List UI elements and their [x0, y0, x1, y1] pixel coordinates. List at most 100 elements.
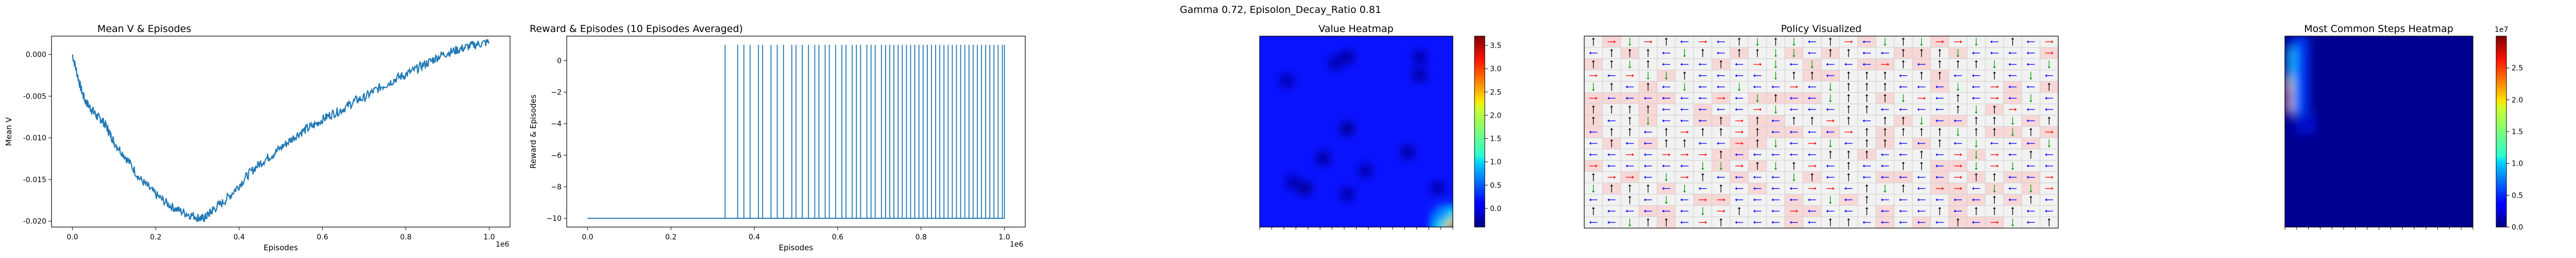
policy-arrow-head [1683, 191, 1686, 193]
policy-arrow-head [1644, 131, 1646, 134]
policy-arrow-head [1847, 218, 1851, 220]
policy-arrow-head [1972, 96, 1974, 100]
policy-arrow-head [1810, 117, 1814, 119]
policy-arrow-head [1665, 38, 1668, 40]
policy-arrow-head [1883, 128, 1887, 130]
mean-v-xtick-label: 0.0 [66, 233, 78, 241]
policy-arrow-head [1632, 153, 1634, 156]
policy-arrow-head [2011, 123, 2014, 125]
mean-v-x-ticks: 0.0 0.2 0.4 0.6 0.8 1.0 [66, 227, 495, 241]
policy-arrow-head [1993, 67, 1996, 69]
policy-arrow-head [1899, 221, 1901, 224]
reward-xtick-label: 0.2 [665, 233, 676, 241]
policy-arrow-head [1844, 209, 1846, 213]
policy-arrow-head [1883, 139, 1887, 141]
policy-arrow-head [2051, 131, 2053, 134]
policy-arrow-head [1996, 153, 1998, 156]
policy-arrow-head [1589, 51, 1591, 55]
policy-arrow-head [1993, 207, 1996, 209]
policy-arrow-head [1960, 153, 1962, 156]
policy-arrow-head [1972, 198, 1974, 202]
policy-arrow-head [1938, 139, 1941, 141]
policy-arrow-head [1771, 187, 1773, 190]
value-heatmap-colorbar-label: 3.5 [1490, 42, 1501, 50]
policy-arrow-head [1960, 164, 1962, 168]
chart-value-heatmap: Value Heatmap 0.0 0.5 1.0 1.5 2.0 2.5 3.0 3.5 [1259, 23, 1501, 230]
mean-v-xlabel: Episodes [264, 243, 298, 252]
policy-arrow-head [1902, 117, 1905, 119]
policy-arrow-head [1665, 78, 1668, 80]
reward-xtick-label: 0.4 [749, 233, 760, 241]
policy-arrow-head [1902, 60, 1905, 62]
policy-arrow-head [2027, 62, 2029, 66]
policy-arrow-head [1814, 141, 1816, 145]
policy-arrow-head [1607, 119, 1609, 123]
policy-arrow-head [2008, 74, 2010, 77]
policy-arrow-head [1920, 49, 1923, 51]
policy-arrow-head [1589, 153, 1591, 156]
policy-arrow-head [2008, 62, 2010, 66]
policy-arrow-head [1662, 51, 1664, 55]
policy-arrow-head [2027, 119, 2029, 123]
policy-arrow-head [1865, 207, 1869, 209]
policy-arrow-head [1756, 44, 1759, 46]
policy-arrow-head [1756, 49, 1759, 51]
chart-mean-v: Mean V & Episodes 0.0 0.2 0.4 0.6 0.8 1.0 0.0… [4, 23, 511, 252]
policy-arrow-head [1956, 134, 1960, 136]
policy-arrow-head [1790, 153, 1792, 156]
policy-arrow-head [1810, 173, 1814, 175]
steps-heatmap-colorbar-label: 2.5 [2512, 64, 2523, 73]
policy-arrow-head [1680, 221, 1682, 224]
policy-arrow-head [1790, 187, 1792, 190]
value-heatmap-background [1260, 36, 1453, 227]
policy-arrow-head [1972, 51, 1974, 55]
policy-arrow-head [1942, 187, 1944, 190]
reward-xtick-label: 0.8 [916, 233, 927, 241]
policy-arrow-head [1589, 141, 1591, 145]
policy-arrow-head [2047, 218, 2051, 220]
steps-heatmap-colorbar [2496, 36, 2507, 228]
value-heatmap-cell [1359, 164, 1372, 177]
policy-arrow-head [1705, 40, 1707, 43]
policy-arrow-head [1920, 44, 1923, 46]
policy-arrow-head [1956, 60, 1960, 62]
policy-arrow-head [1646, 60, 1650, 62]
policy-arrow-head [1862, 164, 1865, 168]
policy-arrow-head [1862, 119, 1865, 123]
policy-arrow-head [1917, 175, 1919, 179]
policy-arrow-head [1665, 180, 1668, 182]
steps-heatmap-colorbar-label: 0.5 [2512, 191, 2523, 200]
policy-arrow-head [1808, 131, 1810, 134]
policy-arrow-head [1644, 175, 1646, 179]
policy-arrow-head [1614, 40, 1616, 43]
policy-arrow-head [1974, 117, 1978, 119]
policy-arrow-head [2045, 96, 2047, 100]
steps-heatmap-colorbar-label: 2.0 [2512, 96, 2523, 104]
policy-arrow-head [1865, 128, 1869, 130]
policy-arrow-head [1996, 164, 1998, 168]
policy-arrow-head [1956, 89, 1960, 91]
policy-arrow-head [1646, 218, 1650, 220]
policy-arrow-head [1887, 62, 1889, 66]
policy-arrow-head [1628, 117, 1632, 119]
policy-arrow-head [1883, 191, 1887, 193]
policy-arrow-head [1790, 221, 1792, 224]
policy-arrow-head [1771, 85, 1773, 89]
policy-arrow-head [1790, 141, 1792, 145]
policy-arrow-head [1646, 184, 1650, 186]
policy-arrow-head [1862, 40, 1865, 43]
policy-arrow-head [1717, 51, 1719, 55]
policy-arrow-head [1607, 153, 1609, 156]
policy-arrow-head [1683, 55, 1686, 57]
policy-arrow-head [1899, 74, 1901, 77]
policy-arrow-head [1662, 108, 1664, 111]
policy-arrow-head [1865, 94, 1869, 96]
policy-arrow-head [1881, 198, 1883, 202]
policy-arrow-head [2045, 164, 2047, 168]
policy-arrow-head [1936, 96, 1938, 100]
policy-arrow-head [1808, 108, 1810, 111]
policy-arrow-head [1844, 198, 1846, 202]
policy-arrow-head [1917, 108, 1919, 111]
policy-arrow-head [1774, 38, 1777, 40]
mean-v-axes-frame [51, 36, 511, 228]
